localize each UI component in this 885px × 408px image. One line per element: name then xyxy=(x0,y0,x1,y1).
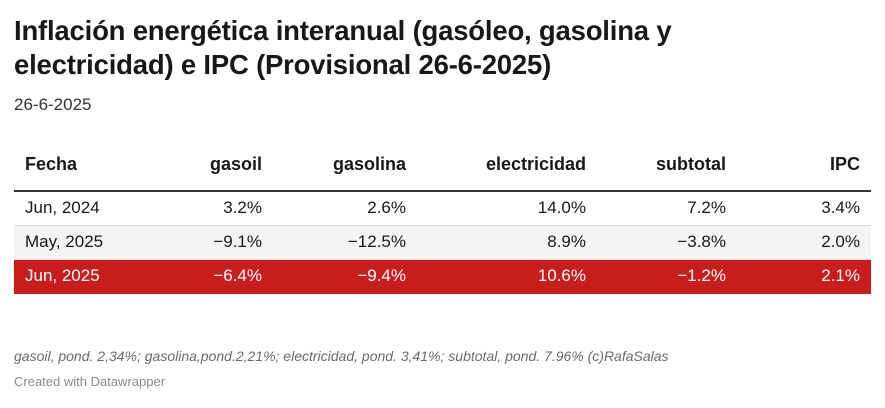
column-header-gasoil[interactable]: gasoil xyxy=(148,154,273,192)
cell-subtotal: −1.2% xyxy=(597,259,737,294)
column-header-fecha[interactable]: Fecha xyxy=(14,154,148,192)
table-row: Jun, 2024 3.2% 2.6% 14.0% 7.2% 3.4% xyxy=(14,191,871,226)
cell-gasoil: −9.1% xyxy=(148,225,273,260)
table-row: May, 2025 −9.1% −12.5% 8.9% −3.8% 2.0% xyxy=(14,225,871,260)
column-header-electricidad[interactable]: electricidad xyxy=(417,154,597,192)
table-row-highlighted: Jun, 2025 −6.4% −9.4% 10.6% −1.2% 2.1% xyxy=(14,259,871,294)
cell-ipc: 3.4% xyxy=(737,191,871,226)
cell-fecha: Jun, 2024 xyxy=(14,191,148,226)
cell-subtotal: 7.2% xyxy=(597,191,737,226)
cell-electricidad: 8.9% xyxy=(417,225,597,260)
cell-gasolina: 2.6% xyxy=(273,191,417,226)
cell-electricidad: 14.0% xyxy=(417,191,597,226)
credit-link[interactable]: Created with Datawrapper xyxy=(14,374,166,389)
chart-container: Inflación energética interanual (gasóleo… xyxy=(14,14,871,294)
page-subtitle: 26-6-2025 xyxy=(14,95,92,114)
cell-fecha: May, 2025 xyxy=(14,225,148,260)
cell-gasoil: −6.4% xyxy=(148,259,273,294)
cell-ipc: 2.0% xyxy=(737,225,871,260)
cell-gasoil: 3.2% xyxy=(148,191,273,226)
cell-ipc: 2.1% xyxy=(737,259,871,294)
cell-fecha: Jun, 2025 xyxy=(14,259,148,294)
table-header-row: Fecha gasoil gasolina electricidad subto… xyxy=(14,154,871,192)
cell-gasolina: −9.4% xyxy=(273,259,417,294)
column-header-gasolina[interactable]: gasolina xyxy=(273,154,417,192)
column-header-ipc[interactable]: IPC xyxy=(737,154,871,192)
cell-gasolina: −12.5% xyxy=(273,225,417,260)
cell-subtotal: −3.8% xyxy=(597,225,737,260)
data-table: Fecha gasoil gasolina electricidad subto… xyxy=(14,154,871,294)
page-title: Inflación energética interanual (gasóleo… xyxy=(14,15,672,80)
column-header-subtotal[interactable]: subtotal xyxy=(597,154,737,192)
cell-electricidad: 10.6% xyxy=(417,259,597,294)
table-notes: gasoil, pond. 2,34%; gasolina,pond.2,21%… xyxy=(14,348,669,364)
